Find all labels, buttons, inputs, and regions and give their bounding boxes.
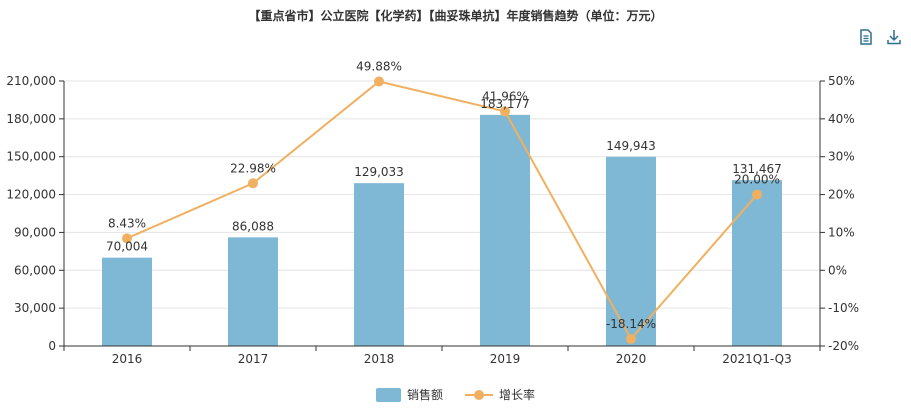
y-left-tick-label: 180,000	[6, 112, 56, 126]
legend: 销售额 增长率	[0, 386, 911, 403]
growth-point-2020	[626, 333, 636, 344]
y-left-tick-label: 210,000	[6, 74, 56, 88]
x-tick-label: 2017	[238, 352, 269, 366]
x-tick-label: 2021Q1-Q3	[722, 352, 791, 366]
combo-chart: 0 30,000 60,000 90,000 120,000 150,000 180,000…	[6, 59, 859, 366]
bar-value-label: 131,467	[732, 162, 782, 176]
chart-toolbar	[857, 28, 903, 46]
chart-title: 【重点省市】公立医院【化学药】【曲妥珠单抗】年度销售趋势（单位：万元）	[248, 9, 663, 23]
legend-label-growth: 增长率	[499, 388, 536, 402]
growth-value-label: 41.96%	[482, 89, 528, 103]
bar-2020	[606, 156, 656, 346]
y-right-tick-label: -20%	[828, 339, 859, 353]
bar-2019	[480, 114, 530, 346]
y-right-tick-label: 50%	[828, 74, 855, 88]
bar-series	[102, 114, 782, 346]
y-right-tick-label: 30%	[828, 150, 855, 164]
growth-point-2016	[122, 233, 132, 244]
y-right-tick-label: 20%	[828, 188, 855, 202]
axes: 0 30,000 60,000 90,000 120,000 150,000 180,000…	[6, 74, 859, 366]
grid-lines	[64, 80, 820, 309]
legend-bar-swatch	[375, 387, 401, 402]
y-right-tick-label: 0%	[828, 263, 847, 277]
y-left-tick-label: 120,000	[6, 188, 56, 202]
line-series	[122, 76, 762, 344]
y-left-tick-label: 90,000	[14, 225, 56, 239]
bar-2016	[102, 257, 152, 346]
bar-value-label: 86,088	[232, 219, 274, 233]
bar-2021Q1-Q3	[732, 180, 782, 346]
x-tick-label: 2018	[364, 352, 395, 366]
growth-point-2017	[248, 178, 258, 189]
growth-line	[126, 80, 758, 341]
bar-value-label: 129,033	[354, 165, 404, 179]
growth-value-label: 49.88%	[356, 59, 402, 73]
x-tick-label: 2016	[112, 352, 143, 366]
x-tick-label: 2019	[490, 352, 521, 366]
growth-point-2019	[500, 106, 510, 117]
growth-value-label: 8.43%	[108, 216, 146, 230]
y-right-tick-label: 10%	[828, 225, 855, 239]
y-left-tick-label: 0	[48, 339, 56, 353]
y-left-tick-label: 150,000	[6, 150, 56, 164]
download-icon[interactable]	[885, 28, 903, 46]
legend-label-sales: 销售额	[406, 388, 443, 402]
growth-point-2021Q1-Q3	[752, 189, 762, 200]
growth-value-label: 20.00%	[734, 173, 780, 187]
growth-point-2018	[374, 76, 384, 87]
legend-item-sales[interactable]: 销售额	[375, 386, 443, 403]
x-tick-label: 2020	[616, 352, 647, 366]
bar-value-label: 149,943	[606, 139, 656, 153]
bar-value-label: 70,004	[106, 240, 148, 254]
bar-2017	[228, 237, 278, 346]
y-right-tick-label: 40%	[828, 112, 855, 126]
y-left-tick-label: 30,000	[14, 301, 56, 315]
growth-value-label: -18.14%	[606, 317, 656, 331]
legend-line-swatch	[465, 388, 493, 402]
bar-value-label: 183,177	[480, 97, 530, 111]
growth-value-label: 22.98%	[230, 161, 276, 175]
document-icon[interactable]	[857, 28, 875, 46]
bar-2018	[354, 183, 404, 346]
y-left-tick-label: 60,000	[14, 263, 56, 277]
data-labels: 70,004 86,088 129,033 183,177 149,943 131,467…	[106, 59, 782, 331]
legend-item-growth[interactable]: 增长率	[465, 386, 535, 403]
y-right-tick-label: -10%	[828, 301, 859, 315]
